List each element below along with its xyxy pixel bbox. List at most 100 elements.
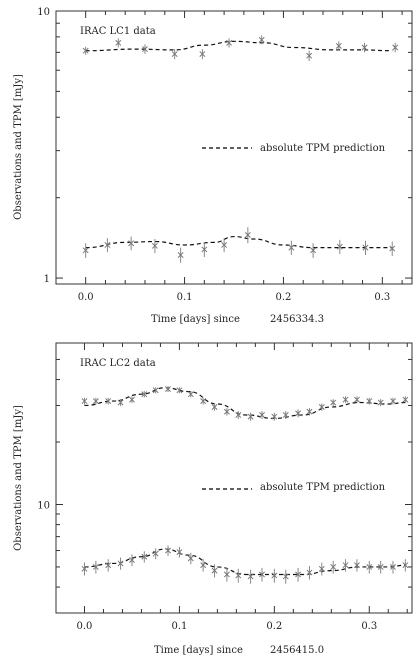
data-point-stroke xyxy=(187,391,194,398)
data-point xyxy=(151,242,158,249)
data-point xyxy=(390,564,396,570)
data-point xyxy=(211,567,218,574)
data-point xyxy=(128,557,135,563)
data-point-stroke xyxy=(353,562,360,569)
data-point-stroke xyxy=(377,564,384,570)
data-point-stroke xyxy=(151,242,158,249)
annotation-label: IRAC LC2 data xyxy=(80,358,156,369)
data-point xyxy=(235,412,242,418)
data-point-stroke xyxy=(310,247,317,254)
data-point xyxy=(82,247,89,254)
data-point-stroke xyxy=(244,232,251,238)
data-point-stroke xyxy=(271,572,278,579)
x-axis-epoch: 2456334.3 xyxy=(270,314,324,325)
data-point xyxy=(366,564,373,570)
data-point-stroke xyxy=(81,398,88,405)
data-point xyxy=(353,562,360,569)
data-point xyxy=(104,242,111,248)
data-point-stroke xyxy=(306,52,313,59)
data-point-stroke xyxy=(402,396,409,403)
data-point-stroke xyxy=(306,408,313,415)
x-tick-label: 0.3 xyxy=(374,292,390,303)
data-point-stroke xyxy=(187,555,194,562)
data-point-stroke xyxy=(105,398,112,405)
data-point xyxy=(105,562,112,569)
data-point xyxy=(330,399,337,406)
data-point-stroke xyxy=(176,549,183,555)
data-point-stroke xyxy=(282,412,289,418)
y-tick-label: 10 xyxy=(37,500,50,511)
data-point-stroke xyxy=(165,386,171,392)
data-point-stroke xyxy=(259,571,265,578)
y-tick-label: 1 xyxy=(44,274,50,285)
data-point xyxy=(221,242,228,248)
data-point-stroke xyxy=(104,242,111,248)
data-point xyxy=(141,553,148,560)
tpm-model-line xyxy=(85,40,393,52)
data-point-stroke xyxy=(247,413,254,420)
data-point xyxy=(342,396,349,403)
data-point xyxy=(362,244,369,251)
data-point xyxy=(306,408,313,415)
data-point-stroke xyxy=(211,567,218,574)
data-point-stroke xyxy=(335,42,342,49)
data-point xyxy=(244,232,251,238)
data-point-stroke xyxy=(152,550,159,557)
data-point xyxy=(92,398,99,405)
y-axis-label: Observations and TPM [mJy] xyxy=(13,74,24,220)
data-point xyxy=(82,47,89,54)
data-point xyxy=(200,398,207,405)
data-point-stroke xyxy=(295,410,302,417)
data-point xyxy=(295,410,302,417)
data-point xyxy=(361,44,368,51)
data-point xyxy=(282,412,289,418)
x-axis-label: Time [days] since xyxy=(154,645,243,656)
data-point xyxy=(81,398,88,405)
data-point-stroke xyxy=(259,412,265,418)
data-point xyxy=(115,39,122,46)
data-point-stroke xyxy=(235,412,242,418)
data-point xyxy=(187,391,194,398)
data-point-stroke xyxy=(366,564,373,570)
data-point-stroke xyxy=(141,391,148,398)
data-point xyxy=(105,398,112,405)
x-tick-label: 0.0 xyxy=(78,292,94,303)
data-point xyxy=(142,46,148,53)
axis-ticks: 0.0 0.1 0.2 0.3 1 10 xyxy=(37,7,412,303)
data-point xyxy=(295,571,302,578)
data-point xyxy=(117,560,124,567)
data-point-stroke xyxy=(92,564,99,570)
x-tick-label: 0.3 xyxy=(361,621,377,632)
data-point xyxy=(258,36,265,43)
data-point-stroke xyxy=(282,573,289,580)
data-point-stroke xyxy=(366,398,373,405)
data-point-stroke xyxy=(318,565,325,572)
data-point xyxy=(259,412,265,418)
data-point-stroke xyxy=(165,547,171,554)
data-point xyxy=(402,396,409,403)
tpm-model-line xyxy=(84,387,406,419)
data-point xyxy=(176,387,183,394)
data-point-stroke xyxy=(117,399,124,406)
x-tick-label: 0.1 xyxy=(177,292,193,303)
data-point xyxy=(271,572,278,579)
data-point-stroke xyxy=(377,399,384,406)
data-point-stroke xyxy=(117,560,124,567)
data-point-stroke xyxy=(288,244,295,251)
data-point-stroke xyxy=(221,242,228,248)
data-point-stroke xyxy=(141,553,148,560)
data-point-stroke xyxy=(211,404,218,410)
data-point xyxy=(259,571,265,578)
data-point-stroke xyxy=(200,398,207,405)
data-point xyxy=(342,562,349,569)
data-point-stroke xyxy=(176,387,183,394)
data-point xyxy=(389,245,396,252)
data-point xyxy=(152,387,159,394)
data-point xyxy=(92,564,99,570)
data-point xyxy=(177,252,184,258)
data-marks xyxy=(81,386,409,584)
data-point-stroke xyxy=(318,404,325,410)
data-point xyxy=(165,547,171,554)
tpm-model-line xyxy=(84,548,406,576)
data-marks xyxy=(82,35,399,263)
